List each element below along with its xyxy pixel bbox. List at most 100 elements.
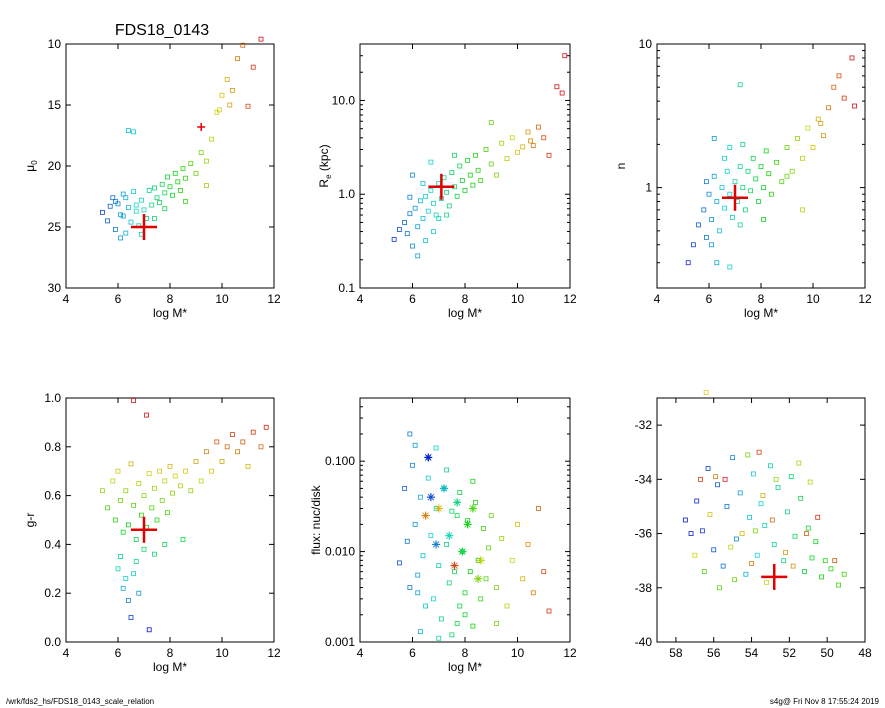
data-point <box>133 202 139 208</box>
data-point <box>120 191 126 197</box>
highlight-marker <box>197 122 206 131</box>
data-point <box>559 90 565 96</box>
data-point <box>177 187 183 193</box>
data-point <box>750 155 756 161</box>
data-point <box>198 478 204 484</box>
data-point <box>784 145 790 150</box>
data-point <box>722 476 728 482</box>
footer-timestamp: s4g@ Fri Nov 8 17:55:24 2019 <box>769 697 879 706</box>
data-point <box>758 501 764 507</box>
data-point <box>720 563 726 569</box>
y-tick-label: 0.6 <box>44 489 61 503</box>
target-cross <box>131 516 157 543</box>
data-point <box>454 193 460 199</box>
data-point <box>113 227 118 232</box>
data-point <box>737 222 743 228</box>
data-point <box>796 460 802 466</box>
data-point <box>504 603 510 609</box>
data-point <box>832 558 838 564</box>
panel-gr: 4 6 8 10 12 0.0 0.2 0.4 0.6 0.8 1.0 log M* g-r <box>23 391 281 674</box>
data-point <box>167 184 173 190</box>
data-point <box>235 56 241 62</box>
data-point <box>229 432 235 438</box>
y-tick-label: -34 <box>635 472 653 486</box>
data-point <box>133 559 139 564</box>
data-point <box>739 531 745 536</box>
data-point <box>151 551 157 557</box>
y-tick-label: -32 <box>635 418 653 432</box>
data-point <box>423 193 429 199</box>
star-point <box>458 547 467 556</box>
x-tick-label: 56 <box>707 646 721 660</box>
data-point <box>836 582 841 588</box>
data-point <box>219 92 225 98</box>
data-point <box>126 205 131 210</box>
data-point <box>203 183 209 188</box>
data-point <box>831 84 837 90</box>
data-point <box>480 526 486 531</box>
y-tick-label: -38 <box>635 581 653 595</box>
data-point <box>138 512 144 518</box>
data-point <box>546 608 552 614</box>
data-point <box>792 533 798 539</box>
data-point <box>789 168 795 174</box>
data-point <box>444 212 450 218</box>
data-point <box>146 627 152 633</box>
data-point <box>417 629 423 635</box>
data-point <box>727 145 733 150</box>
star-point <box>450 561 459 570</box>
data-point <box>149 505 155 511</box>
data-point <box>151 185 157 191</box>
data-point <box>732 179 738 185</box>
data-point <box>727 191 733 197</box>
data-point <box>428 159 434 165</box>
star-point <box>476 556 485 565</box>
data-point <box>436 216 442 221</box>
data-point <box>724 168 730 174</box>
data-point <box>154 517 160 523</box>
data-point <box>105 218 110 224</box>
data-point <box>530 590 536 596</box>
data-point <box>415 224 421 230</box>
data-point <box>696 222 701 228</box>
data-point <box>263 424 269 430</box>
data-point <box>762 523 768 528</box>
data-point <box>536 506 541 511</box>
data-point <box>115 468 121 474</box>
data-point <box>420 553 426 559</box>
data-point <box>737 164 743 170</box>
data-point <box>756 199 761 204</box>
data-point <box>743 207 748 213</box>
data-point <box>688 531 694 536</box>
data-point <box>404 538 410 544</box>
data-point <box>457 490 463 495</box>
data-point <box>162 206 168 212</box>
data-point <box>478 596 484 602</box>
data-point <box>118 554 123 559</box>
data-point <box>841 571 847 577</box>
data-point <box>821 133 826 139</box>
x-tick-label: 12 <box>563 292 577 306</box>
x-tick-label: 50 <box>821 646 835 660</box>
y-tick-label: 0.4 <box>44 537 61 551</box>
data-point <box>761 217 766 222</box>
x-tick-label: 8 <box>167 292 174 306</box>
data-point <box>800 207 805 213</box>
data-point <box>183 468 189 474</box>
data-point <box>473 500 478 505</box>
data-point <box>167 463 173 469</box>
data-point <box>815 514 821 520</box>
panel-re: 4 6 8 10 12 0.1 1.0 10.0 log M* Re (kpc) <box>317 43 577 320</box>
data-point <box>764 579 770 585</box>
data-point <box>488 161 494 167</box>
y-tick-label: -40 <box>635 635 653 649</box>
data-point <box>781 558 787 564</box>
star-point <box>474 574 483 583</box>
data-point <box>407 585 413 590</box>
data-point <box>412 521 418 527</box>
y-tick-label: 10 <box>639 37 653 51</box>
data-point <box>149 202 155 208</box>
data-point <box>141 546 147 552</box>
data-point <box>431 596 436 602</box>
x-tick-label: 10 <box>215 292 229 306</box>
